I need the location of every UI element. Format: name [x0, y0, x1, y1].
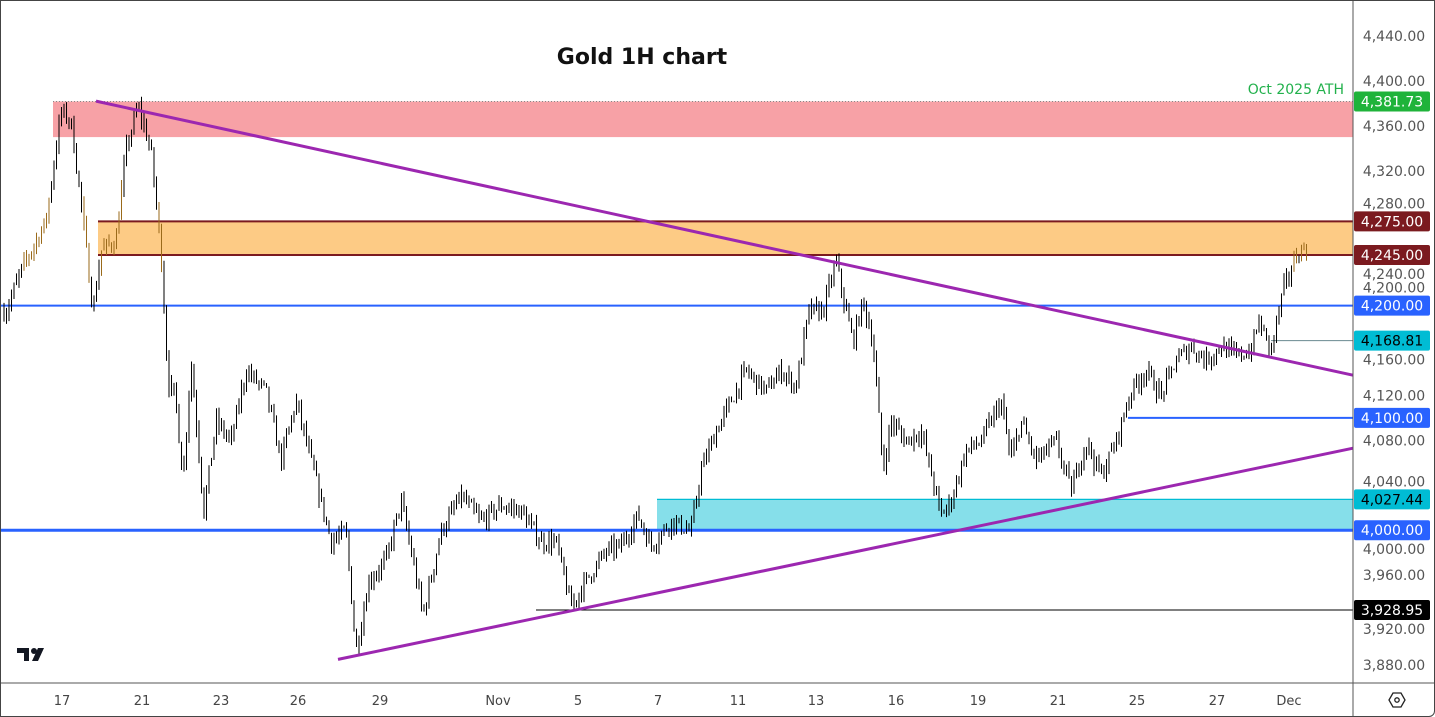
price-badge-bg [1354, 211, 1430, 232]
price-badge: 4,100.00 [1354, 407, 1430, 428]
price-badge-bg [1354, 330, 1430, 351]
price-tick-label: 4,040.00 [1363, 474, 1425, 490]
price-badge-bg [1354, 600, 1430, 621]
price-badge: 4,168.81 [1354, 330, 1430, 351]
price-badge-label: 4,381.73 [1361, 94, 1423, 110]
price-badge: 4,275.00 [1354, 211, 1430, 232]
price-tick-label: 4,120.00 [1363, 388, 1425, 404]
time-tick-label: 26 [290, 694, 307, 709]
price-badge: 4,027.44 [1354, 489, 1430, 510]
time-tick-label: 16 [888, 694, 905, 709]
price-badge-bg [1354, 245, 1430, 266]
price-badge: 4,000.00 [1354, 520, 1430, 541]
time-tick-label: 11 [730, 694, 747, 709]
ath-annotation: Oct 2025 ATH [1248, 82, 1344, 98]
price-badge-label: 4,245.00 [1361, 248, 1423, 264]
price-axis[interactable]: 4,440.00 4,400.00 4,360.00 4,320.00 4,280.00… [1363, 29, 1425, 674]
time-tick-label: 13 [808, 694, 825, 709]
ath-zone [53, 101, 1353, 138]
time-tick-label: 17 [54, 694, 71, 709]
price-badge-label: 4,275.00 [1361, 214, 1423, 230]
price-tick-label: 4,320.00 [1363, 164, 1425, 180]
support-zone [657, 499, 1353, 531]
time-tick-label: 5 [574, 694, 582, 709]
price-badge-label: 4,100.00 [1361, 411, 1423, 427]
time-tick-label: 25 [1129, 694, 1146, 709]
time-tick-label: 21 [1050, 694, 1067, 709]
price-tick-label: 4,080.00 [1363, 433, 1425, 449]
price-tick-label: 4,000.00 [1363, 542, 1425, 558]
price-tick-label: 4,400.00 [1363, 74, 1425, 90]
price-tick-label: 3,880.00 [1363, 658, 1425, 674]
price-badge-label: 4,027.44 [1361, 492, 1423, 508]
price-tick-label: 4,240.00 [1363, 267, 1425, 283]
price-badge-label: 3,928.95 [1361, 603, 1423, 619]
price-tick-label: 3,960.00 [1363, 568, 1425, 584]
price-badge: 4,245.00 [1354, 245, 1430, 266]
price-badge-bg [1354, 407, 1430, 428]
price-tick-label: 4,440.00 [1363, 29, 1425, 45]
price-badge-bg [1354, 91, 1430, 112]
price-badge: 4,381.73 [1354, 91, 1430, 112]
settings-hexagon-icon[interactable] [1388, 692, 1406, 708]
time-tick-label: 7 [654, 694, 662, 709]
time-tick-label: 21 [134, 694, 151, 709]
tradingview-logo[interactable] [17, 648, 44, 661]
price-badge: 4,200.00 [1354, 295, 1430, 316]
price-badge-bg [1354, 295, 1430, 316]
price-badge-label: 4,168.81 [1361, 334, 1423, 350]
price-badge-label: 4,200.00 [1361, 299, 1423, 315]
time-tick-label: Dec [1276, 694, 1301, 709]
time-tick-label: 27 [1209, 694, 1226, 709]
price-badge: 3,928.95 [1354, 600, 1430, 621]
price-tick-label: 4,280.00 [1363, 196, 1425, 212]
price-badge-label: 4,000.00 [1361, 523, 1423, 539]
price-badge-bg [1354, 520, 1430, 541]
price-tick-label: 3,920.00 [1363, 622, 1425, 638]
time-tick-label: Nov [485, 694, 511, 709]
time-tick-label: 23 [213, 694, 230, 709]
price-badge-bg [1354, 489, 1430, 510]
price-tick-label: 4,200.00 [1363, 281, 1425, 297]
chart-title: Gold 1H chart [557, 45, 728, 70]
time-tick-label: 19 [970, 694, 987, 709]
time-axis[interactable]: 17 21 23 26 29 Nov 5 7 11 13 16 19 21 25 27 Dec [54, 694, 1302, 709]
price-tick-label: 4,160.00 [1363, 353, 1425, 369]
time-tick-label: 29 [372, 694, 389, 709]
ascending-trendline[interactable] [337, 446, 1354, 661]
price-tick-label: 4,360.00 [1363, 119, 1425, 135]
descending-trendline[interactable] [95, 99, 1354, 377]
